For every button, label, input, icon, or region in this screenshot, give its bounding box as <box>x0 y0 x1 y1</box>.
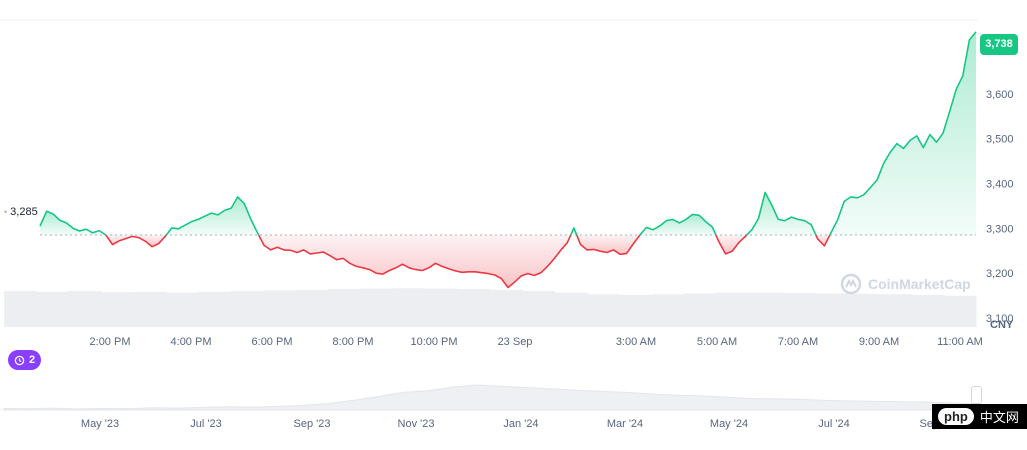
navigator-tick-label: Nov '23 <box>398 418 435 430</box>
price-line-above <box>746 191 817 236</box>
y-tick-label: 3,300 <box>986 223 1014 235</box>
price-line-above <box>165 196 260 236</box>
volume-bar <box>68 291 102 327</box>
x-tick-label: 9:00 AM <box>859 336 899 348</box>
volume-bar <box>425 288 459 327</box>
chart-watermark: CoinMarketCap <box>840 273 971 295</box>
x-tick-label: 7:00 AM <box>778 336 818 348</box>
y-tick-label: 3,400 <box>986 178 1014 190</box>
price-line-below <box>576 234 641 256</box>
site-watermark-php: php <box>938 408 974 425</box>
price-line-above <box>39 210 107 236</box>
x-tick-label: 4:00 PM <box>171 336 212 348</box>
volume-bar <box>198 291 232 327</box>
area-above-reference <box>639 214 716 236</box>
volume-bar <box>814 293 847 327</box>
area-below-reference <box>258 235 571 288</box>
volume-bar <box>716 292 750 327</box>
x-tick-label: 3:00 AM <box>616 336 656 348</box>
navigator-tick-label: Jul '23 <box>190 418 221 430</box>
site-watermark-cn: 中文网 <box>979 410 1019 425</box>
volume-bar <box>4 291 37 327</box>
navigator-tick-label: Jan '24 <box>503 418 538 430</box>
y-tick-label: 3,500 <box>986 134 1014 146</box>
area-below-reference <box>815 235 830 246</box>
price-line-below <box>815 234 831 247</box>
volume-bar <box>749 292 783 327</box>
reference-dot-icon: • <box>4 207 8 217</box>
area-below-reference <box>105 235 167 247</box>
volume-bar <box>328 289 361 327</box>
y-tick-label: 3,600 <box>986 89 1014 101</box>
volume-bar <box>166 292 199 327</box>
area-above-reference <box>746 192 816 236</box>
area-above-reference <box>166 196 259 236</box>
events-badge[interactable]: 2 <box>8 350 41 370</box>
price-line-above <box>829 31 977 236</box>
x-tick-label: 8:00 PM <box>333 336 374 348</box>
x-tick-label: 23 Sep <box>498 336 533 348</box>
volume-bar <box>911 295 945 327</box>
volume-bar <box>587 294 621 327</box>
area-above-reference <box>829 31 976 236</box>
price-line-above <box>569 227 578 236</box>
x-tick-label: 2:00 PM <box>90 336 131 348</box>
price-line-below <box>715 234 748 255</box>
y-tick-label: 3,200 <box>986 268 1014 280</box>
volume-bar <box>263 290 297 327</box>
navigator-tick-label: Sep '23 <box>294 418 331 430</box>
navigator-layer[interactable]: May '23 Jul '23 Sep '23 Nov '23 Jan '24 Mar '… <box>0 384 978 430</box>
volume-layer <box>4 288 977 327</box>
volume-bar <box>684 293 718 327</box>
price-line-above <box>639 213 717 236</box>
current-price-badge: 3,738 <box>980 34 1018 55</box>
navigator-tick-label: May '24 <box>710 418 748 430</box>
watermark-text: CoinMarketCap <box>868 276 971 292</box>
axis-layer: 3,1003,2003,3003,4003,5003,6003,700CNY2:… <box>90 44 1014 348</box>
volume-bar <box>943 295 977 327</box>
volume-bar <box>619 295 653 327</box>
volume-bar <box>101 292 135 327</box>
reference-price-value: 3,285 <box>10 206 38 218</box>
navigator-area <box>3 384 977 411</box>
site-watermark-badge: php 中文网 <box>932 404 1027 429</box>
x-tick-label: 10:00 PM <box>410 336 457 348</box>
volume-bar <box>554 292 588 327</box>
x-tick-label: 6:00 PM <box>252 336 293 348</box>
grid-layer <box>0 19 978 236</box>
volume-bar <box>652 294 685 327</box>
volume-bar <box>457 289 491 327</box>
volume-bar <box>490 289 523 327</box>
navigator-tick-label: Jul '24 <box>818 418 849 430</box>
history-icon <box>14 355 25 365</box>
y-axis-unit: CNY <box>990 319 1014 331</box>
volume-bar <box>295 289 329 327</box>
events-count: 2 <box>28 354 36 366</box>
volume-bar <box>36 291 70 327</box>
price-line-below <box>105 234 167 248</box>
volume-bar <box>360 288 394 327</box>
area-below-reference <box>576 235 640 255</box>
volume-bar <box>230 291 264 327</box>
area-layer <box>40 31 976 288</box>
x-tick-label: 5:00 AM <box>697 336 737 348</box>
volume-bar <box>133 291 167 327</box>
line-layer <box>39 31 977 289</box>
volume-bar <box>781 293 815 327</box>
x-tick-label: 11:00 AM <box>937 336 983 348</box>
navigator-tick-label: May '23 <box>81 418 119 430</box>
y-tick-label: 3,100 <box>986 313 1014 325</box>
reference-price-label: • 3,285 <box>4 206 38 218</box>
coinmarketcap-logo-icon <box>840 273 862 295</box>
volume-bar <box>878 294 912 327</box>
volume-bar <box>392 288 426 327</box>
navigator-handle[interactable] <box>971 386 982 404</box>
price-line-below <box>257 234 572 289</box>
navigator-tick-label: Mar '24 <box>607 418 643 430</box>
volume-bar <box>522 291 556 327</box>
volume-bar <box>846 293 880 327</box>
